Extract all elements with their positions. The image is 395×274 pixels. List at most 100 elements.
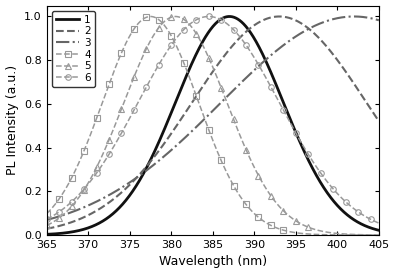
2 bbox=[82, 215, 87, 219]
2 bbox=[334, 58, 339, 61]
5 bbox=[57, 216, 62, 219]
5 bbox=[231, 118, 236, 121]
Line: 2: 2 bbox=[47, 16, 379, 229]
3 bbox=[370, 17, 375, 20]
5 bbox=[206, 56, 211, 59]
6 bbox=[194, 18, 199, 21]
5 bbox=[69, 205, 74, 208]
4 bbox=[169, 34, 174, 38]
5 bbox=[194, 32, 199, 35]
6 bbox=[144, 85, 149, 89]
6 bbox=[356, 210, 361, 213]
4 bbox=[119, 51, 124, 55]
4 bbox=[82, 149, 87, 152]
6 bbox=[256, 63, 261, 66]
4 bbox=[194, 94, 199, 97]
4 bbox=[94, 117, 99, 120]
6 bbox=[132, 109, 136, 112]
4 bbox=[281, 229, 286, 232]
4 bbox=[156, 18, 161, 21]
1 bbox=[334, 203, 339, 206]
1 bbox=[370, 227, 375, 230]
5 bbox=[219, 86, 224, 89]
4 bbox=[256, 216, 261, 219]
3 bbox=[352, 15, 356, 18]
Line: 1: 1 bbox=[47, 16, 379, 234]
3 bbox=[82, 206, 87, 209]
6 bbox=[156, 63, 161, 66]
5 bbox=[144, 47, 149, 50]
5 bbox=[156, 26, 161, 29]
Legend: 1, 2, 3, 4, 5, 6: 1, 2, 3, 4, 5, 6 bbox=[52, 11, 95, 87]
5 bbox=[293, 219, 298, 222]
6 bbox=[169, 43, 174, 47]
2 bbox=[370, 110, 375, 113]
3 bbox=[172, 146, 177, 149]
5 bbox=[244, 148, 248, 151]
4 bbox=[219, 159, 224, 162]
6 bbox=[281, 109, 286, 112]
6 bbox=[107, 153, 111, 156]
2 bbox=[277, 15, 282, 18]
6 bbox=[293, 132, 298, 135]
5 bbox=[269, 194, 273, 198]
6 bbox=[269, 85, 273, 89]
5 bbox=[281, 209, 286, 212]
1 bbox=[44, 233, 49, 236]
Line: 4: 4 bbox=[44, 15, 286, 233]
2 bbox=[186, 106, 191, 110]
Line: 6: 6 bbox=[44, 14, 373, 222]
4 bbox=[244, 203, 248, 206]
3 bbox=[334, 17, 339, 20]
6 bbox=[82, 187, 87, 191]
Y-axis label: PL Intensity (a.u.): PL Intensity (a.u.) bbox=[6, 65, 19, 175]
3 bbox=[376, 19, 381, 22]
1 bbox=[102, 218, 107, 222]
6 bbox=[343, 200, 348, 204]
5 bbox=[181, 18, 186, 21]
4 bbox=[144, 16, 149, 19]
2 bbox=[44, 227, 49, 230]
5 bbox=[94, 166, 99, 169]
4 bbox=[269, 224, 273, 227]
6 bbox=[231, 28, 236, 31]
2 bbox=[376, 120, 381, 123]
1 bbox=[376, 229, 381, 232]
6 bbox=[318, 172, 323, 175]
2 bbox=[102, 204, 107, 207]
6 bbox=[57, 210, 62, 213]
6 bbox=[181, 28, 186, 31]
1 bbox=[82, 227, 87, 231]
6 bbox=[44, 218, 49, 221]
6 bbox=[244, 43, 248, 47]
5 bbox=[256, 174, 261, 177]
6 bbox=[119, 132, 124, 135]
4 bbox=[107, 83, 111, 86]
3 bbox=[44, 218, 49, 222]
1 bbox=[227, 15, 232, 18]
6 bbox=[69, 200, 74, 204]
3 bbox=[102, 196, 107, 199]
5 bbox=[44, 224, 49, 227]
3 bbox=[186, 133, 191, 136]
4 bbox=[132, 27, 136, 31]
5 bbox=[306, 226, 311, 229]
1 bbox=[172, 104, 177, 107]
6 bbox=[94, 172, 99, 175]
Line: 5: 5 bbox=[44, 15, 311, 230]
6 bbox=[331, 187, 336, 191]
4 bbox=[69, 176, 74, 179]
6 bbox=[219, 18, 224, 21]
5 bbox=[82, 188, 87, 191]
5 bbox=[107, 138, 111, 142]
4 bbox=[44, 212, 49, 215]
5 bbox=[132, 76, 136, 79]
6 bbox=[306, 153, 311, 156]
5 bbox=[119, 107, 124, 110]
5 bbox=[169, 16, 174, 19]
4 bbox=[231, 184, 236, 187]
4 bbox=[206, 128, 211, 131]
Line: 3: 3 bbox=[47, 16, 379, 220]
6 bbox=[368, 218, 373, 221]
1 bbox=[186, 69, 191, 73]
